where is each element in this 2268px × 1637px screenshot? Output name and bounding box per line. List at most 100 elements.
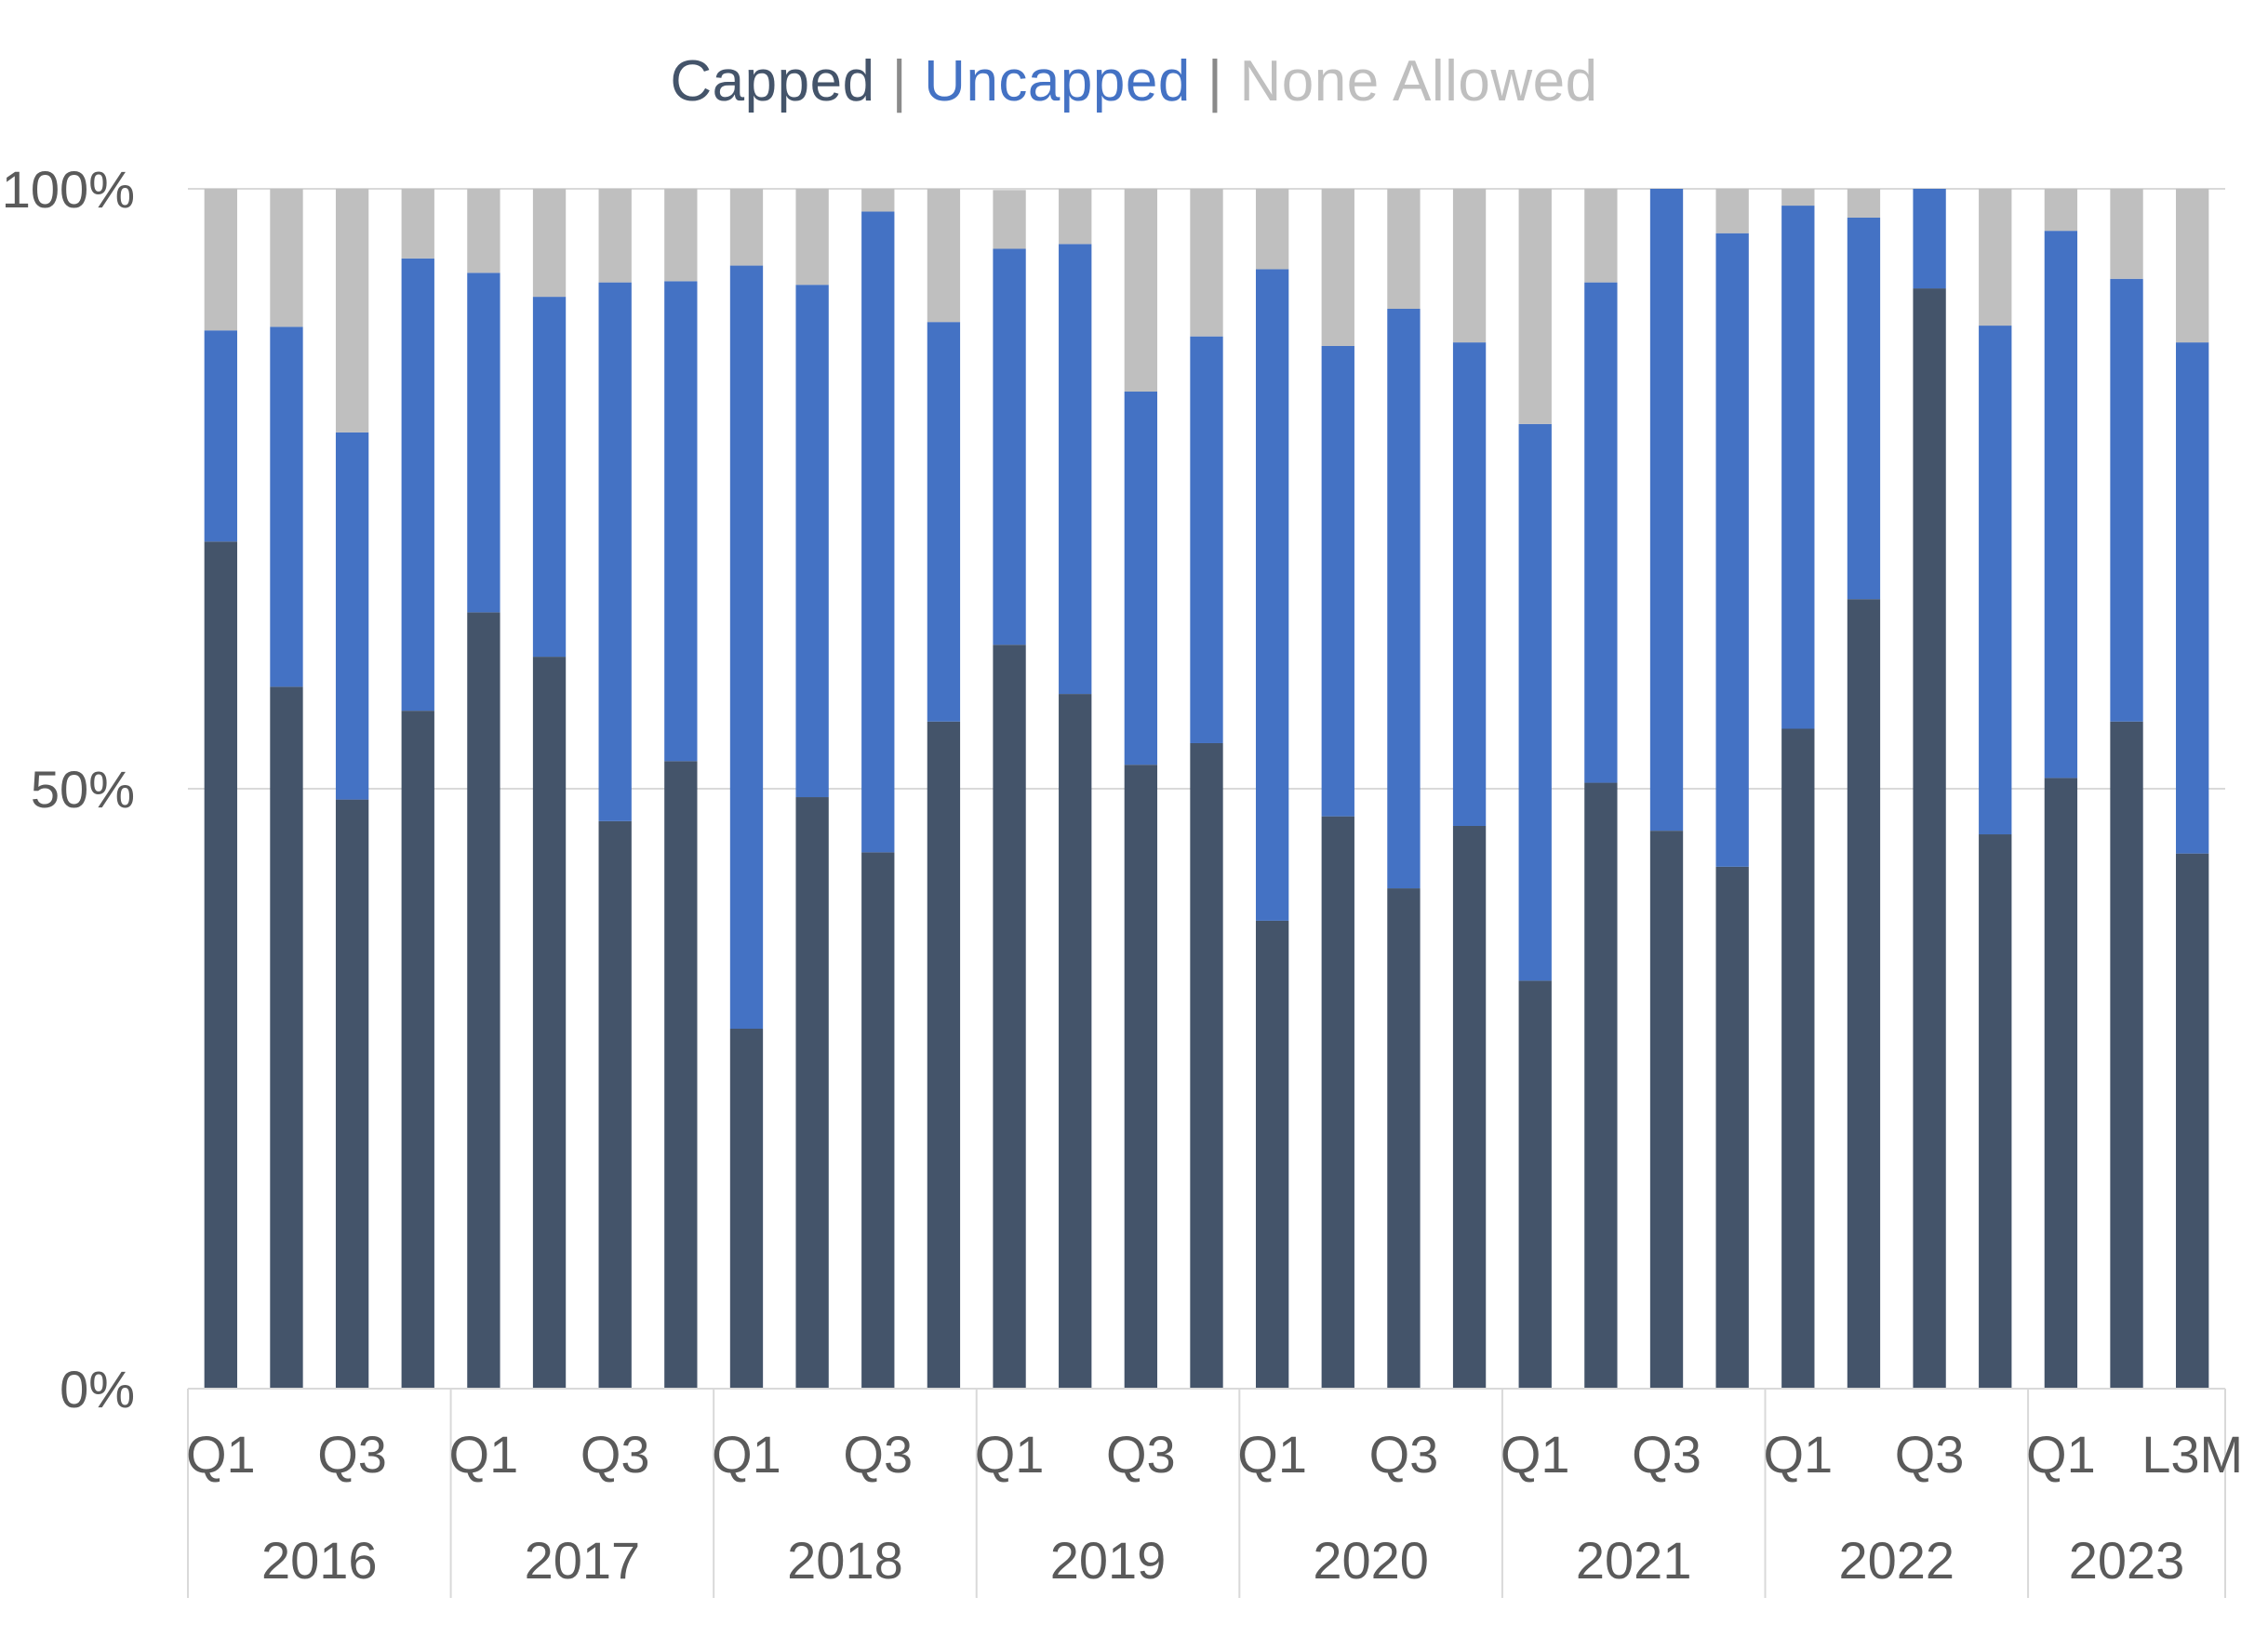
- bar-none-allowed: [993, 190, 1026, 249]
- bar-capped: [1190, 742, 1223, 1389]
- x-tick-label: Q1: [1237, 1425, 1307, 1484]
- x-group-label: 2020: [1313, 1531, 1429, 1590]
- bar-capped: [729, 1029, 764, 1389]
- bar-capped: [993, 645, 1026, 1389]
- bar-capped: [598, 820, 632, 1389]
- bar-capped: [1649, 831, 1684, 1389]
- bar-uncapped: [1979, 326, 2012, 835]
- x-tick-label: L3M: [2141, 1425, 2243, 1484]
- x-group-label: 2021: [1576, 1531, 1692, 1590]
- x-group-label: 2018: [787, 1531, 903, 1590]
- bar-capped: [467, 612, 500, 1389]
- bar-none-allowed: [1715, 189, 1749, 233]
- bar-capped: [1059, 694, 1092, 1389]
- y-tick-label: 100%: [2, 160, 135, 219]
- y-tick-label: 50%: [31, 760, 135, 818]
- x-group-label: 2017: [525, 1531, 641, 1590]
- x-tick-label: Q3: [1106, 1425, 1176, 1484]
- bar-uncapped: [532, 297, 567, 658]
- x-group-label: 2019: [1050, 1531, 1167, 1590]
- bar-capped: [1518, 980, 1552, 1389]
- x-tick-label: Q1: [449, 1425, 519, 1484]
- bar-none-allowed: [1059, 189, 1092, 245]
- x-tick-label: Q1: [186, 1425, 256, 1484]
- bar-none-allowed: [861, 189, 895, 212]
- bar-capped: [1321, 816, 1354, 1389]
- bar-none-allowed: [1518, 189, 1552, 424]
- bar-none-allowed: [729, 189, 764, 266]
- bar-none-allowed: [1321, 189, 1354, 346]
- x-tick-label: Q1: [1763, 1425, 1833, 1484]
- bar-uncapped: [861, 211, 895, 853]
- chart-legend: Capped | Uncapped | None Allowed: [0, 48, 2268, 114]
- x-tick-label: Q1: [2026, 1425, 2096, 1484]
- bar-none-allowed: [927, 189, 961, 323]
- x-tick-label: Q1: [1501, 1425, 1570, 1484]
- bar-none-allowed: [1452, 189, 1487, 343]
- bar-capped: [1255, 920, 1289, 1389]
- bar-uncapped: [467, 273, 500, 613]
- bar-none-allowed: [1979, 189, 2012, 326]
- bar-capped: [1913, 288, 1946, 1389]
- bar-capped: [270, 686, 303, 1389]
- bar-uncapped: [1255, 269, 1289, 921]
- y-tick-label: 0%: [60, 1360, 135, 1418]
- bar-none-allowed: [270, 189, 303, 327]
- bar-uncapped: [1781, 206, 1815, 729]
- bar-capped: [1715, 866, 1749, 1389]
- bar-uncapped: [729, 265, 764, 1029]
- bar-uncapped: [2176, 342, 2209, 854]
- bar-uncapped: [401, 258, 434, 712]
- bar-capped: [795, 797, 829, 1389]
- bar-uncapped: [1518, 423, 1552, 981]
- bar-uncapped: [1584, 282, 1618, 783]
- bar-none-allowed: [1847, 189, 1881, 218]
- bar-uncapped: [1649, 189, 1684, 832]
- bar-none-allowed: [598, 189, 632, 283]
- legend-separator: |: [891, 49, 908, 113]
- bar-uncapped: [335, 432, 369, 800]
- legend-item-capped: Capped: [670, 49, 875, 113]
- legend-item-uncapped: Uncapped: [924, 49, 1191, 113]
- x-tick-label: Q1: [712, 1425, 781, 1484]
- bar-capped: [1781, 728, 1815, 1389]
- bar-capped: [1452, 825, 1487, 1389]
- bar-capped: [335, 799, 369, 1389]
- bar-uncapped: [2110, 278, 2143, 722]
- bar-none-allowed: [204, 189, 237, 331]
- bar-capped: [2044, 778, 2078, 1389]
- bar-uncapped: [1847, 217, 1881, 600]
- bar-none-allowed: [1255, 189, 1289, 270]
- bar-none-allowed: [467, 189, 500, 273]
- bar-capped: [861, 852, 895, 1389]
- bar-uncapped: [993, 248, 1026, 645]
- bar-none-allowed: [1781, 189, 1815, 206]
- bar-none-allowed: [1387, 189, 1421, 309]
- bar-capped: [2110, 721, 2143, 1389]
- bar-uncapped: [2044, 231, 2078, 779]
- legend-separator: |: [1207, 49, 1223, 113]
- x-tick-label: Q3: [1895, 1425, 1965, 1484]
- x-tick-label: Q3: [843, 1425, 913, 1484]
- bar-uncapped: [270, 326, 303, 687]
- bar-none-allowed: [1190, 189, 1223, 337]
- bar-uncapped: [1321, 345, 1354, 817]
- bar-uncapped: [1452, 342, 1487, 826]
- bar-uncapped: [1913, 189, 1946, 289]
- bar-capped: [1124, 765, 1158, 1389]
- x-tick-label: Q3: [1369, 1425, 1439, 1484]
- bar-capped: [1584, 782, 1618, 1389]
- x-tick-label: Q3: [580, 1425, 650, 1484]
- bar-uncapped: [1124, 392, 1158, 765]
- bar-capped: [927, 721, 961, 1389]
- bar-uncapped: [1387, 309, 1421, 889]
- x-tick-label: Q1: [975, 1425, 1045, 1484]
- legend-item-none-allowed: None Allowed: [1239, 49, 1598, 113]
- bar-none-allowed: [2176, 189, 2209, 343]
- bar-capped: [401, 711, 434, 1389]
- bar-none-allowed: [335, 189, 369, 433]
- x-group-label: 2022: [1838, 1531, 1954, 1590]
- bar-uncapped: [1190, 336, 1223, 743]
- bar-none-allowed: [401, 189, 434, 259]
